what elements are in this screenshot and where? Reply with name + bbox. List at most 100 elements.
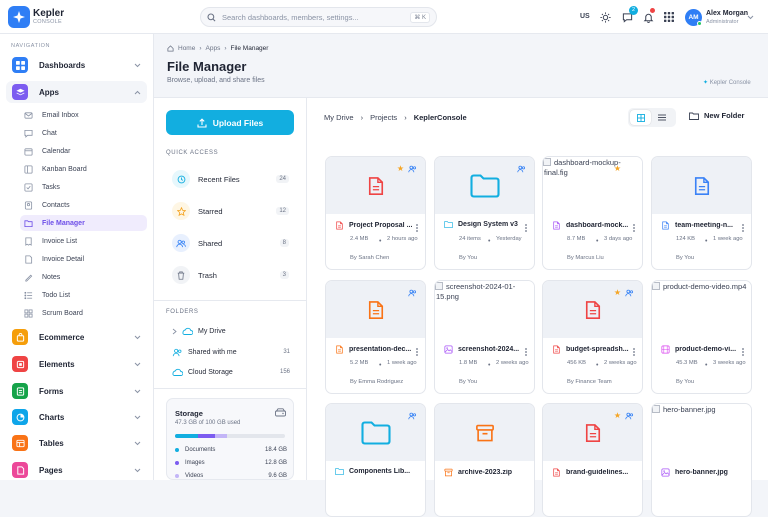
quick-access-shared[interactable]: Shared 8: [168, 232, 293, 254]
quick-access-count: 24: [276, 175, 289, 183]
upload-files-button[interactable]: Upload Files: [166, 110, 294, 135]
sidebar-item-elements[interactable]: Elements: [6, 353, 147, 375]
folder-my-drive[interactable]: My Drive: [172, 324, 290, 338]
sidebar-item-forms[interactable]: Forms: [6, 380, 147, 402]
file-card[interactable]: Design System v3 24 items • Yesterday By…: [434, 156, 535, 270]
sidebar-subitem-tasks[interactable]: Tasks: [20, 179, 147, 195]
more-options-icon[interactable]: [742, 224, 744, 232]
sidebar-item-ecommerce[interactable]: Ecommerce: [6, 326, 147, 348]
sidebar-item-pages[interactable]: Pages: [6, 459, 147, 480]
file-card[interactable]: dashboard-mockup-final.fig ★ dashboard-mo…: [542, 156, 643, 270]
shared-users-icon[interactable]: [408, 165, 417, 173]
shared-users-icon[interactable]: [408, 289, 417, 297]
star-icon[interactable]: ★: [396, 164, 404, 173]
folder-shared-with-me[interactable]: Shared with me 31: [172, 345, 290, 359]
breadcrumb-home[interactable]: Home: [178, 45, 196, 52]
new-folder-button[interactable]: New Folder: [689, 111, 744, 120]
broken-image-icon: [652, 282, 660, 290]
user-menu-chevron-icon[interactable]: [747, 15, 754, 20]
file-name[interactable]: Project Proposal ...: [349, 222, 413, 229]
invoice-list-icon: [20, 236, 33, 246]
file-name[interactable]: team-meeting-n...: [675, 222, 733, 229]
file-name[interactable]: Components Lib...: [349, 468, 411, 476]
search-input[interactable]: Search dashboards, members, settings...: [222, 12, 359, 22]
chat-icon[interactable]: 2: [619, 6, 638, 25]
file-card[interactable]: team-meeting-n... 124 KB • 1 week ago By…: [651, 156, 752, 270]
star-icon[interactable]: ★: [613, 288, 621, 297]
sidebar-subitem-chat[interactable]: Chat: [20, 125, 147, 141]
more-options-icon[interactable]: [633, 224, 635, 232]
sidebar-subitem-notes[interactable]: Notes: [20, 269, 147, 285]
file-name[interactable]: Design System v3: [458, 221, 518, 229]
file-card[interactable]: archive-2023.zip: [434, 403, 535, 517]
file-name[interactable]: brand-guidelines...: [566, 469, 629, 476]
sidebar-subitem-label: Notes: [42, 273, 61, 281]
file-size: 124 KB: [676, 236, 696, 242]
file-name[interactable]: hero-banner.jpg: [675, 469, 728, 476]
apps-grid-icon[interactable]: [661, 9, 677, 25]
folder-cloud-storage[interactable]: Cloud Storage 156: [172, 365, 290, 379]
sidebar-subitem-invoice-list[interactable]: Invoice List: [20, 233, 147, 249]
chevron-down-icon: [134, 362, 141, 367]
quick-access-starred[interactable]: Starred 12: [168, 200, 293, 222]
breadcrumb-apps[interactable]: Apps: [205, 45, 221, 52]
form-icon: [12, 383, 28, 399]
bell-icon[interactable]: [640, 8, 656, 25]
language-selector[interactable]: US: [580, 13, 590, 20]
file-name[interactable]: budget-spreadsh...: [566, 346, 629, 353]
file-name[interactable]: presentation-dec...: [349, 346, 412, 353]
image-file-icon: [444, 345, 453, 354]
sidebar-subitem-calendar[interactable]: Calendar: [20, 143, 147, 159]
sidebar-item-dashboards[interactable]: Dashboards: [6, 54, 147, 76]
doc-file-icon: [661, 221, 670, 230]
file-name[interactable]: product-demo-vi...: [675, 346, 737, 353]
more-options-icon[interactable]: [742, 348, 744, 356]
sidebar-item-apps[interactable]: Apps: [6, 81, 147, 103]
shared-users-icon[interactable]: [625, 412, 634, 420]
star-icon[interactable]: ★: [613, 164, 621, 173]
file-name-row: archive-2023.zip: [444, 468, 530, 477]
file-name[interactable]: dashboard-mock...: [566, 222, 629, 229]
file-card[interactable]: ★ Project Proposal ... 2.4 MB • 2 hours …: [325, 156, 426, 270]
more-options-icon[interactable]: [525, 348, 527, 356]
file-card[interactable]: Components Lib...: [325, 403, 426, 517]
file-owner: By Sarah Chen: [350, 255, 390, 261]
file-name[interactable]: archive-2023.zip: [458, 469, 513, 476]
more-options-icon[interactable]: [416, 224, 418, 232]
file-card[interactable]: ★ budget-spreadsh... 456 KB • 2 weeks ag…: [542, 280, 643, 394]
more-options-icon[interactable]: [416, 348, 418, 356]
sidebar-subitem-todo-list[interactable]: Todo List: [20, 287, 147, 303]
list-view-button[interactable]: [651, 110, 672, 125]
shared-users-icon[interactable]: [625, 289, 634, 297]
folder-crumb-my-drive[interactable]: My Drive: [324, 113, 354, 122]
search-bar[interactable]: Search dashboards, members, settings... …: [200, 7, 437, 27]
logo-icon[interactable]: [8, 6, 30, 28]
file-size: 5.2 MB: [350, 360, 369, 366]
file-card[interactable]: presentation-dec... 5.2 MB • 1 week ago …: [325, 280, 426, 394]
theme-toggle-sun-icon[interactable]: [597, 9, 613, 25]
file-card[interactable]: ★ brand-guidelines...: [542, 403, 643, 517]
file-name[interactable]: screenshot-2024...: [458, 346, 520, 353]
more-options-icon[interactable]: [633, 348, 635, 356]
folder-crumb-projects[interactable]: Projects: [370, 113, 398, 122]
file-card[interactable]: product-demo-video.mp4 product-demo-vi..…: [651, 280, 752, 394]
sidebar-subitem-email-inbox[interactable]: Email Inbox: [20, 107, 147, 123]
quick-access-trash[interactable]: Trash 3: [168, 264, 293, 286]
sidebar-item-tables[interactable]: Tables: [6, 432, 147, 454]
star-icon[interactable]: ★: [613, 411, 621, 420]
sidebar-subitem-invoice-detail[interactable]: Invoice Detail: [20, 251, 147, 267]
shared-users-icon[interactable]: [408, 412, 417, 420]
file-card[interactable]: screenshot-2024-01-15.png screenshot-202…: [434, 280, 535, 394]
shared-users-icon[interactable]: [517, 165, 526, 173]
file-card[interactable]: hero-banner.jpg hero-banner.jpg: [651, 403, 752, 517]
sidebar-subitem-contacts[interactable]: Contacts: [20, 197, 147, 213]
quick-access-recent-files[interactable]: Recent Files 24: [168, 168, 293, 190]
nav-section-label: NAVIGATION: [11, 43, 51, 49]
sidebar-subitem-file-manager[interactable]: File Manager: [20, 215, 147, 231]
more-options-icon[interactable]: [525, 224, 527, 232]
sidebar-subitem-kanban-board[interactable]: Kanban Board: [20, 161, 147, 177]
grid-view-button[interactable]: [630, 110, 651, 125]
user-name[interactable]: Alex Morgan: [706, 10, 749, 17]
sidebar-subitem-scrum-board[interactable]: Scrum Board: [20, 305, 147, 321]
sidebar-item-charts[interactable]: Charts: [6, 406, 147, 428]
